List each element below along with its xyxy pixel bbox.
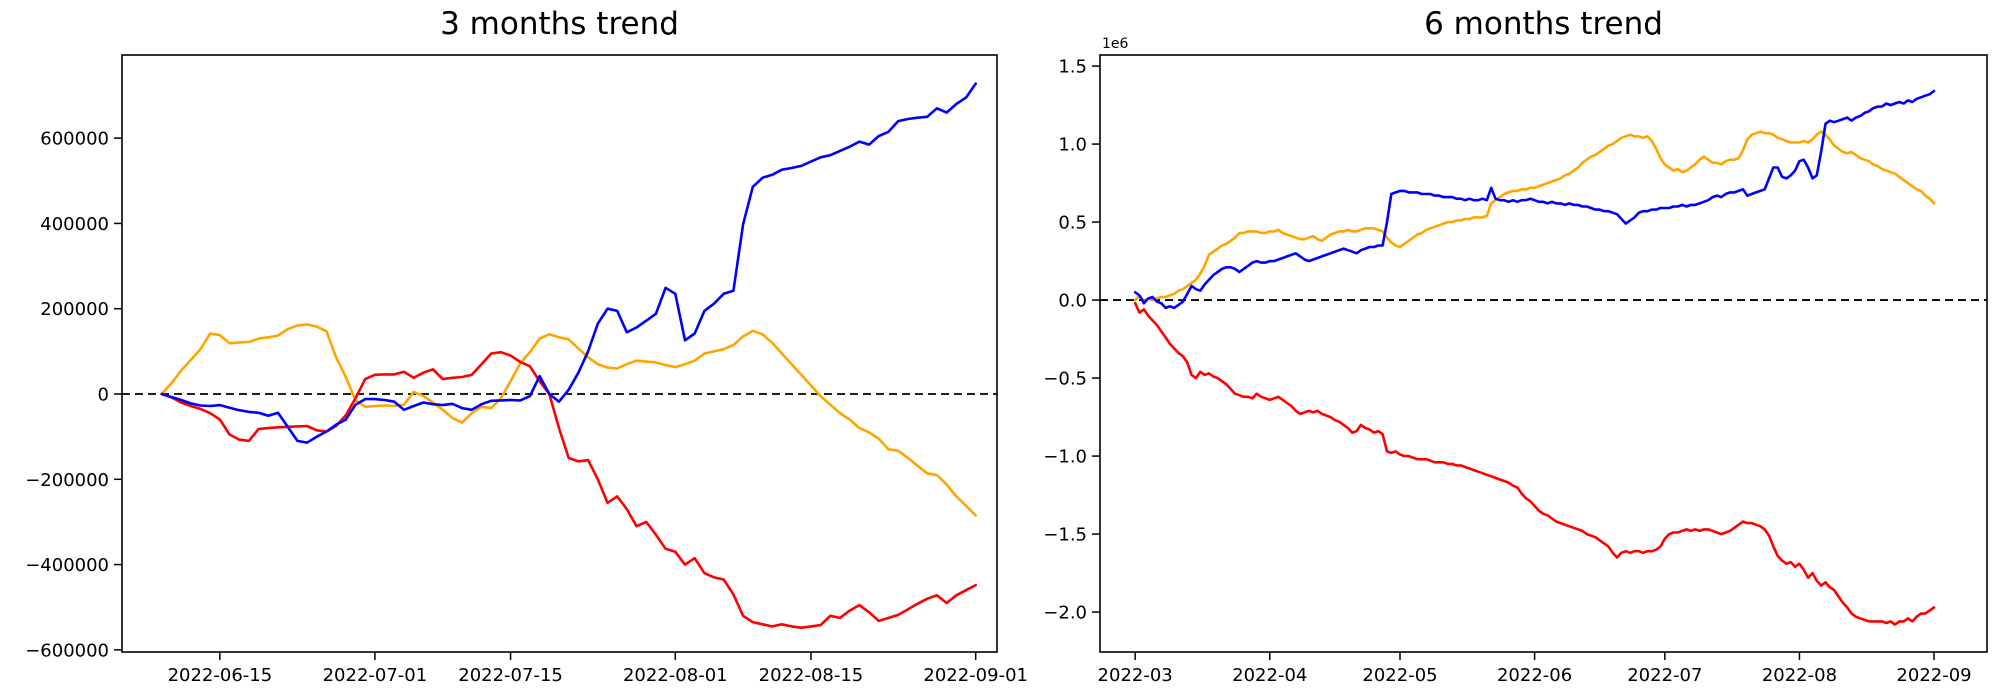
x-tick-label: 2022-07 [1627,665,1702,686]
x-tick-label: 2022-03 [1098,665,1173,686]
x-axis-ticks: 2022-03 2022-04 2022-05 2022-06 2022-07 2022-… [1098,652,1972,686]
y-tick-label: −0.5 [1043,369,1087,390]
blue-line [160,82,978,444]
chart-title: 3 months trend [440,6,679,42]
blue-line [1133,89,1936,310]
y-tick-label: −400000 [25,555,109,576]
x-tick-label: 2022-07-01 [323,665,428,686]
x-tick-label: 2022-08 [1762,665,1837,686]
y-tick-label: 400000 [40,214,109,235]
y-tick-label: −600000 [25,640,109,661]
red-line [160,350,978,630]
y-tick-label: 0 [98,385,109,406]
y-tick-label: 600000 [40,129,109,150]
y-tick-label: 0.5 [1058,213,1087,234]
orange-line [1133,130,1936,303]
x-axis-ticks: 2022-06-15 2022-07-01 2022-07-15 2022-08-01… [168,652,1028,686]
x-tick-label: 2022-08-01 [623,665,728,686]
y-axis-ticks: 1.5 1.0 0.5 0.0 −0.5 −1.0 −1.5 −2.0 [1043,57,1100,624]
chart-title: 6 months trend [1424,6,1663,42]
chart-6-months-trend: 6 months trend 1e6 1.5 1.0 0.5 0.0 −0.5 −1.0 −… [1043,6,1988,686]
plot-frame [1099,54,1988,653]
series-lines [160,82,978,630]
red-line [1133,301,1936,626]
y-tick-label: −1.5 [1043,525,1087,546]
chart-3-months-trend: 3 months trend 600000 400000 200000 0 −20000… [25,6,1028,686]
x-tick-label: 2022-09 [1896,665,1971,686]
plot-frame [121,54,998,653]
series-lines [1133,89,1936,626]
y-tick-label: 1.5 [1058,57,1087,78]
x-tick-label: 2022-06-15 [168,665,273,686]
y-axis-offset-label: 1e6 [1102,36,1129,52]
y-tick-label: −200000 [25,470,109,491]
y-tick-label: −1.0 [1043,447,1087,468]
x-tick-label: 2022-09-01 [923,665,1028,686]
y-tick-label: 0.0 [1058,291,1087,312]
y-tick-label: 200000 [40,299,109,320]
x-tick-label: 2022-04 [1232,665,1307,686]
x-tick-label: 2022-06 [1497,665,1572,686]
y-axis-ticks: 600000 400000 200000 0 −200000 −400000 −600000 [25,129,122,661]
y-tick-label: 1.0 [1058,135,1087,156]
y-tick-label: −2.0 [1043,603,1087,624]
x-tick-label: 2022-08-15 [759,665,864,686]
x-tick-label: 2022-07-15 [458,665,563,686]
orange-line [160,323,978,517]
x-tick-label: 2022-05 [1362,665,1437,686]
